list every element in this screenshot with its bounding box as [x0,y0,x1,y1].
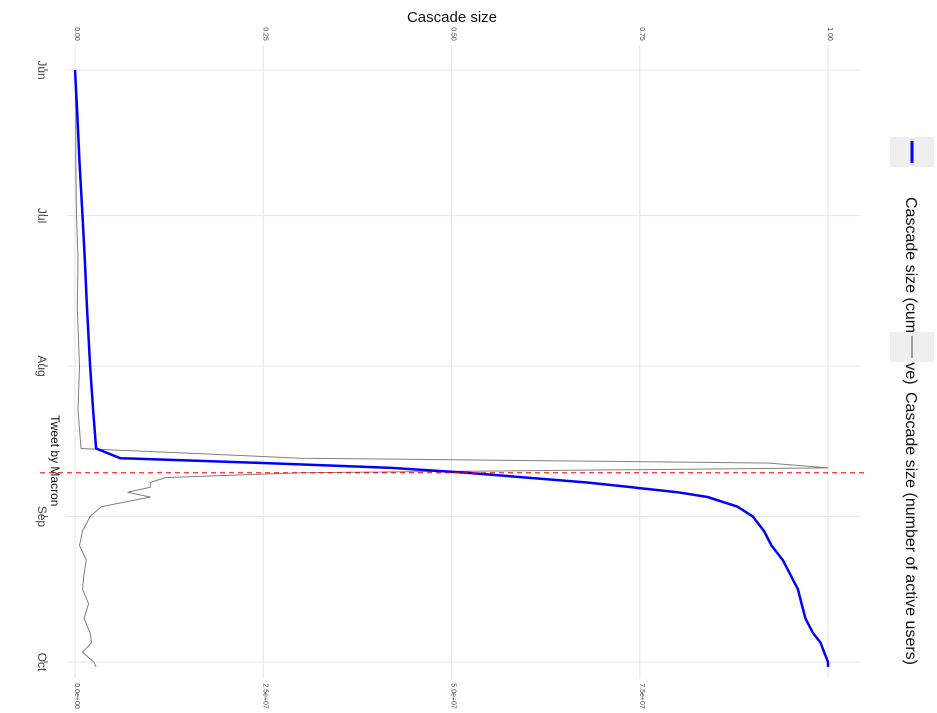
top-tick-label: 0.50 [450,27,457,41]
bottom-tick-label: 7.5e+07 [638,683,645,709]
date-tick-label: Aug [35,355,49,376]
date-tick-label: Sep [35,506,49,528]
date-tick-label: Oct [35,653,49,672]
top-tick-label: 0.75 [638,27,645,41]
axes: Jun Jul Aug Sep Oct 0.00 0.25 0.50 0.75 1.00 0.0e+… [35,27,833,709]
series-active-users-line [74,69,829,668]
top-tick-label: 0.00 [73,27,80,41]
chart-title: Cascade size [407,9,497,26]
date-tick-label: Jul [35,208,49,223]
macron-annotation-label: Tweet by Macron [48,415,62,506]
bottom-tick-label: 2.5e+07 [261,683,268,709]
series-group [73,69,830,668]
top-tick-label: 1.00 [826,27,833,41]
annotation-group: Tweet by Macron [40,415,865,506]
top-tick-label: 0.25 [261,27,268,41]
bottom-tick-label: 0.0e+00 [73,683,80,709]
series-cumulative-line [73,69,830,667]
legend: Cascade size (cumulative)Cascade size (n… [890,137,934,665]
date-tick-label: Jun [35,60,49,79]
grid [67,45,860,678]
bottom-tick-label: 5.0e+07 [450,683,457,709]
legend-label: Cascade size (number of active users) [902,392,919,665]
